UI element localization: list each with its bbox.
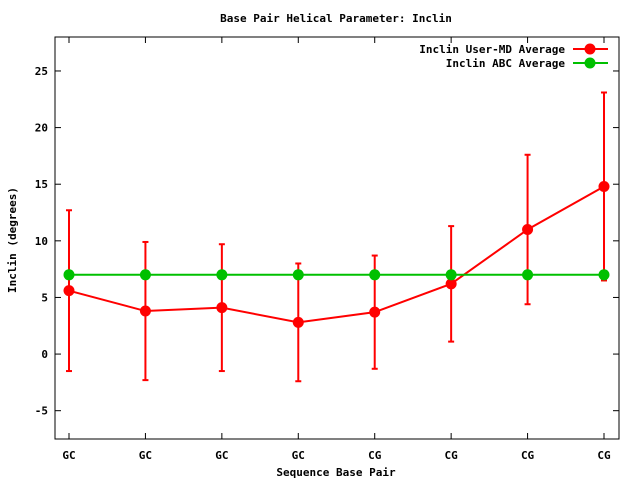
data-point	[292, 269, 304, 281]
legend-label: Inclin ABC Average	[446, 57, 566, 70]
data-point	[598, 269, 610, 281]
series-layer	[63, 91, 610, 383]
y-tick-label: 25	[35, 65, 48, 78]
series-1	[63, 91, 610, 383]
legend-label: Inclin User-MD Average	[419, 43, 565, 56]
legend-marker	[584, 43, 596, 55]
x-tick-label: CG	[597, 449, 611, 462]
chart-title: Base Pair Helical Parameter: Inclin	[220, 12, 452, 25]
data-point	[63, 285, 75, 297]
x-tick-label: CG	[521, 449, 535, 462]
data-point	[598, 180, 610, 192]
x-tick-label: CG	[445, 449, 459, 462]
data-point	[292, 316, 304, 328]
y-tick-label: 15	[35, 178, 48, 191]
y-axis: -5 0 5 10 15 20 25	[35, 65, 619, 418]
y-tick-label: 20	[35, 122, 48, 135]
data-point	[139, 305, 151, 317]
data-point	[216, 302, 228, 314]
x-tick-label: GC	[292, 449, 305, 462]
x-axis-label: Sequence Base Pair	[276, 466, 396, 479]
y-tick-label: 0	[41, 348, 48, 361]
data-point	[522, 224, 534, 236]
plot-frame	[54, 36, 620, 440]
y-tick-label: 5	[41, 291, 48, 304]
series-2	[63, 269, 610, 281]
data-point	[139, 269, 151, 281]
data-point	[445, 278, 457, 290]
y-tick-label: 10	[35, 235, 48, 248]
x-tick-label: CG	[368, 449, 382, 462]
y-tick-label: -5	[35, 405, 48, 418]
data-point	[63, 269, 75, 281]
x-axis: GC GC GC GC CG CG CG CG	[62, 37, 611, 462]
x-tick-label: GC	[139, 449, 152, 462]
x-tick-label: GC	[215, 449, 228, 462]
data-point	[522, 269, 534, 281]
legend-marker	[584, 57, 596, 69]
data-point	[216, 269, 228, 281]
x-tick-label: GC	[62, 449, 75, 462]
series-line	[68, 185, 605, 324]
data-point	[369, 306, 381, 318]
data-point	[369, 269, 381, 281]
data-point	[445, 269, 457, 281]
y-axis-label: Inclin (degrees)	[6, 187, 19, 293]
